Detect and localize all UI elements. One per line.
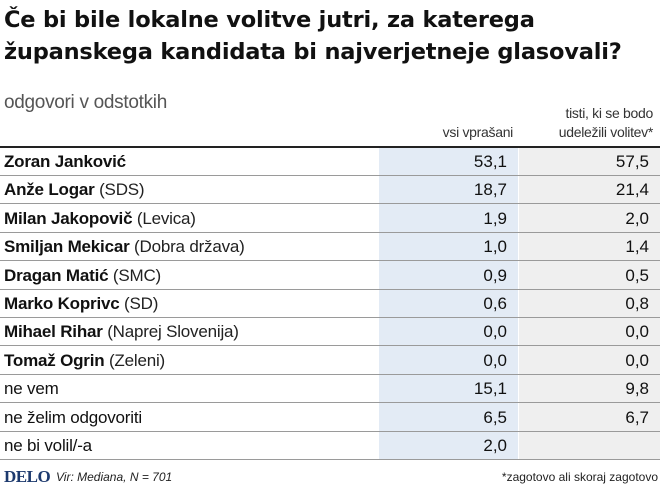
row-label: ne bi volil/-a [4,432,92,459]
delo-logo: DELO [4,467,51,486]
value-voters: 1,4 [625,237,649,257]
row-label: Milan Jakopovič (Levica) [4,205,196,232]
value-all: 1,0 [483,237,507,257]
chart-title: Če bi bile lokalne volitve jutri, za kat… [4,4,660,68]
table-row: Dragan Matić (SMC) 0,9 0,5 [0,262,660,290]
party-name: (SD) [124,294,159,313]
value-all: 1,9 [483,208,507,228]
value-voters: 57,5 [615,152,649,171]
row-label: Mihael Rihar (Naprej Slovenija) [4,318,239,345]
candidate-name: Smiljan Mekicar [4,237,130,257]
value-voters: 9,8 [625,379,649,399]
value-all: 0,0 [483,350,507,370]
column-header-all: vsi vprašani [442,124,514,140]
value-voters: 2,0 [625,208,649,228]
candidate-name: ne želim odgovoriti [4,407,142,427]
party-name: (SMC) [112,265,161,285]
candidate-name: Marko Koprivc [4,294,120,313]
party-name: (Dobra država) [134,237,245,257]
row-label: ne želim odgovoriti [4,404,142,431]
value-voters: 21,4 [615,180,649,200]
value-all: 6,5 [483,407,507,427]
candidate-name: Dragan Matić [4,265,109,285]
column-header-voters-line-1: tisti, ki se bodo [565,105,654,121]
value-all: 15,1 [473,379,507,399]
party-name: (Naprej Slovenija) [107,322,239,342]
row-label: Marko Koprivc (SD) [4,290,158,317]
title-line-1: Če bi bile lokalne volitve jutri, za kat… [4,7,535,33]
candidate-name: Milan Jakopovič [4,208,133,228]
chart-subtitle: odgovori v odstotkih [4,92,167,113]
source-note: Vir: Mediana, N = 701 [56,470,173,484]
table-row: Milan Jakopovič (Levica) 1,9 2,0 [0,205,660,233]
title-line-2: županskega kandidata bi najverjetneje gl… [4,39,622,65]
candidate-name: ne bi volil/-a [4,436,92,455]
column-header-voters-line-2: udeležili volitev* [558,124,654,140]
column-band-voters [519,148,660,460]
candidate-name: ne vem [4,379,59,399]
candidate-name: Anže Logar [4,180,95,200]
value-all: 0,6 [483,294,507,313]
table-row: ne vem 15,1 9,8 [0,375,660,404]
value-all: 2,0 [483,436,507,455]
value-voters: 0,0 [625,350,649,370]
table-row: Marko Koprivc (SD) 0,6 0,8 [0,290,660,318]
row-label: Anže Logar (SDS) [4,176,145,203]
table-row: Anže Logar (SDS) 18,7 21,4 [0,176,660,205]
value-voters: 6,7 [625,407,649,427]
value-voters: 0,0 [625,322,649,342]
party-name: (Levica) [136,208,196,228]
footnote: *zagotovo ali skoraj zagotovo [501,470,658,484]
table-row: ne želim odgovoriti 6,5 6,7 [0,404,660,432]
table-row: Mihael Rihar (Naprej Slovenija) 0,0 0,0 [0,318,660,347]
value-all: 53,1 [473,152,507,171]
candidate-name: Zoran Janković [4,152,126,171]
row-label: ne vem [4,375,59,402]
party-name: (Zeleni) [108,350,165,370]
value-all: 0,0 [483,322,507,342]
candidate-name: Tomaž Ogrin [4,350,105,370]
row-label: Dragan Matić (SMC) [4,262,161,289]
row-label: Tomaž Ogrin (Zeleni) [4,347,165,374]
footer: DELO Vir: Mediana, N = 701 *zagotovo ali… [0,466,660,490]
row-label: Zoran Janković [4,148,126,175]
column-header-voters: tisti, ki se bodo udeležili volitev* [519,104,654,142]
table-row: Smiljan Mekicar (Dobra država) 1,0 1,4 [0,233,660,262]
candidate-name: Mihael Rihar [4,322,103,342]
row-label: Smiljan Mekicar (Dobra država) [4,233,245,260]
table-top-rule [0,146,660,148]
value-voters: 0,5 [625,265,649,285]
table-row: ne bi volil/-a 2,0 [0,432,660,460]
value-all: 18,7 [473,180,507,200]
party-name: (SDS) [99,180,145,200]
table-row: Zoran Janković 53,1 57,5 [0,148,660,176]
table-row: Tomaž Ogrin (Zeleni) 0,0 0,0 [0,347,660,375]
value-voters: 0,8 [625,294,649,313]
column-band-all [379,148,518,460]
value-all: 0,9 [483,265,507,285]
